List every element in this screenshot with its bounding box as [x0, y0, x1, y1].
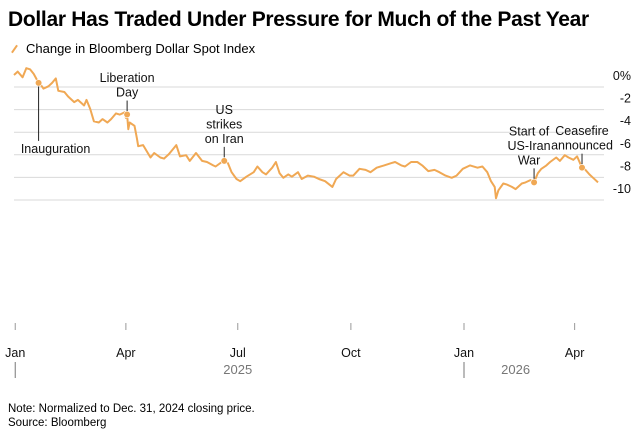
source-text: Source: Bloomberg [8, 417, 107, 429]
y-tick-label: -8 [620, 159, 631, 173]
x-tick-label: Jan [454, 346, 474, 360]
legend: Change in Bloomberg Dollar Spot Index [8, 41, 255, 56]
annotation-dot [530, 178, 538, 186]
annotation-label: US-Iran [508, 139, 551, 153]
footnote: Note: Normalized to Dec. 31, 2024 closin… [8, 402, 255, 430]
x-tick-label: Jan [5, 346, 25, 360]
annotation-dot [34, 79, 43, 87]
year-label: 2025 [223, 362, 252, 377]
x-tick-label: Jul [230, 346, 246, 360]
x-tick-label: Apr [116, 346, 135, 360]
annotation-dot [578, 164, 586, 172]
annotation-label: Inauguration [21, 142, 91, 156]
y-tick-label: -2 [620, 92, 631, 106]
annotation-label: announced [551, 139, 613, 153]
x-tick-label: Oct [341, 346, 361, 360]
note-text: Note: Normalized to Dec. 31, 2024 closin… [8, 403, 255, 415]
annotation-label: Day [116, 86, 139, 100]
annotation-dot [220, 157, 228, 165]
annotation-label: on Iran [205, 132, 244, 146]
annotation-label: US [216, 103, 233, 117]
annotation-label: Start of [509, 124, 550, 138]
annotation-label: War [518, 153, 540, 167]
y-tick-label: -4 [620, 114, 631, 128]
annotation-label: Liberation [100, 71, 155, 85]
annotation-label: Ceasefire [555, 124, 609, 138]
series-line [13, 67, 599, 200]
year-label: 2026 [501, 362, 530, 377]
y-tick-label: 0% [613, 69, 631, 83]
annotation-dot [123, 110, 131, 119]
annotation-label: strikes [206, 117, 242, 131]
legend-label: Change in Bloomberg Dollar Spot Index [26, 41, 256, 56]
x-tick-label: Apr [565, 346, 584, 360]
y-tick-label: -10 [613, 182, 631, 196]
chart-title: Dollar Has Traded Under Pressure for Muc… [8, 8, 589, 31]
y-tick-label: -6 [620, 137, 631, 151]
